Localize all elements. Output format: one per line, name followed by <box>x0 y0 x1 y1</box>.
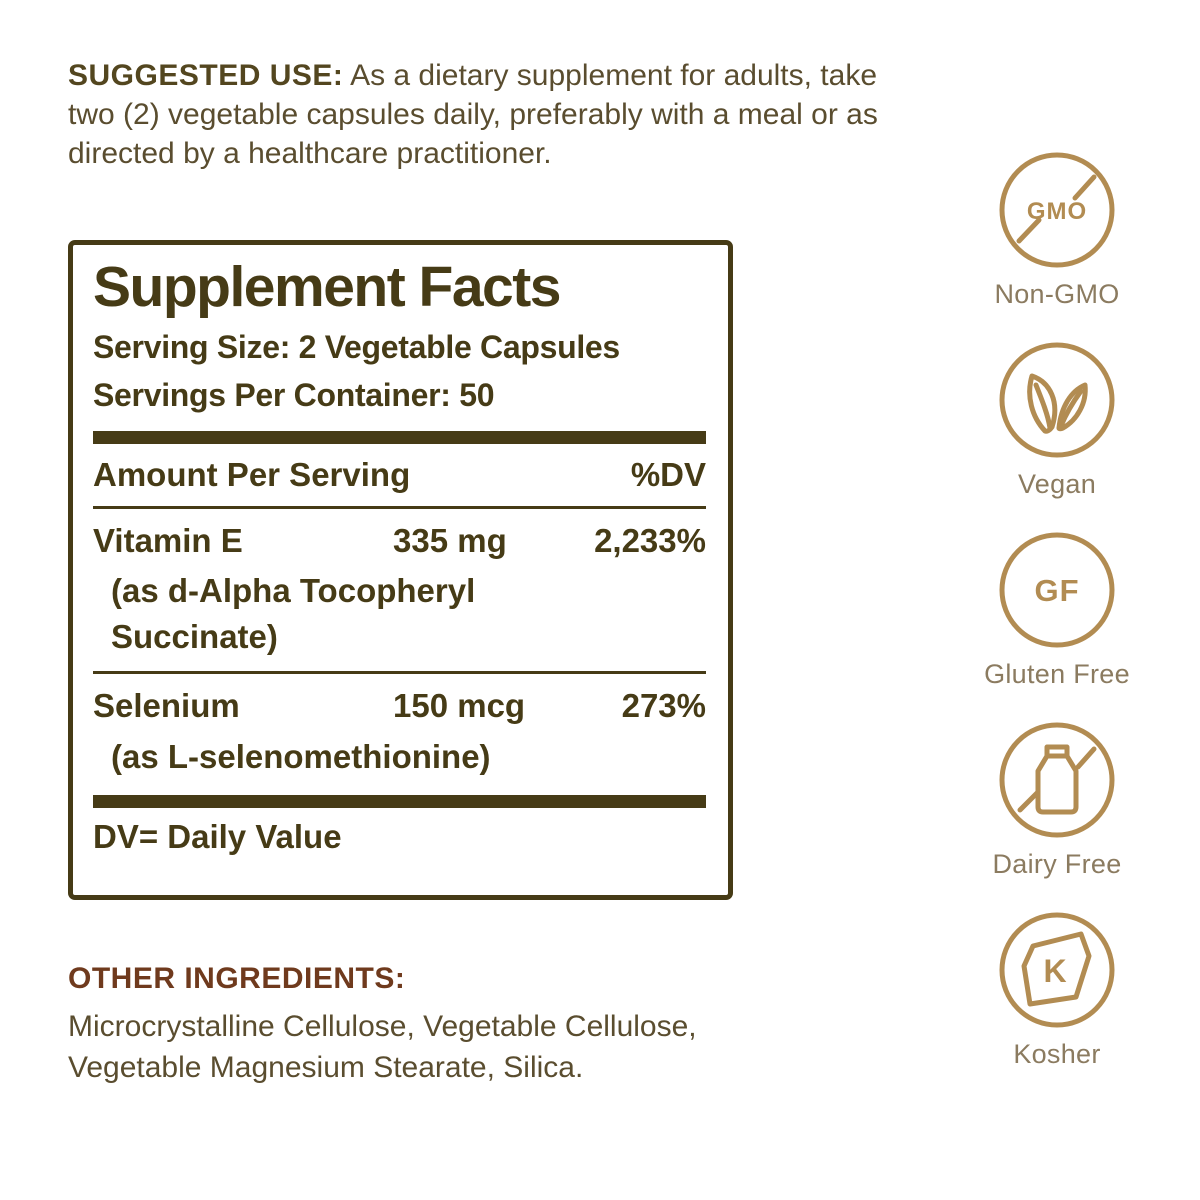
svg-text:K: K <box>1043 953 1066 989</box>
nutrient-amount: 335 mg <box>393 521 507 559</box>
suggested-use-label: SUGGESTED USE: <box>68 59 344 92</box>
nutrient-detail: (as L-selenomethionine) <box>111 737 491 775</box>
percent-dv-label: %DV <box>630 455 706 493</box>
badge-label-non-gmo: Non-GMO <box>994 279 1120 309</box>
badge-non-gmo: GMO Non-GMO <box>994 150 1119 310</box>
divider-thick <box>93 430 706 444</box>
nutrient-amount: 150 mcg <box>393 687 526 725</box>
servings-per-container: Servings Per Container: 50 <box>93 376 495 413</box>
other-ingredients-section: OTHER INGREDIENTS: Microcrystalline Cell… <box>68 962 808 1088</box>
serving-size: Serving Size: 2 Vegetable Capsules <box>93 328 620 365</box>
badge-kosher: K Kosher <box>997 910 1117 1070</box>
nutrient-dv: 2,233% <box>594 521 706 559</box>
amount-per-serving-label: Amount Per Serving <box>93 455 411 493</box>
badge-dairy-free: Dairy Free <box>992 720 1121 880</box>
divider-thin <box>93 505 706 509</box>
svg-text:GMO: GMO <box>1027 198 1087 225</box>
supplement-facts-panel: Supplement Facts Serving Size: 2 Vegetab… <box>68 240 733 900</box>
supplement-facts-title: Supplement Facts <box>93 255 561 319</box>
badge-label-gluten-free: Gluten Free <box>984 659 1130 689</box>
gluten-free-icon: GF <box>999 532 1115 648</box>
badge-gluten-free: GF Gluten Free <box>984 530 1130 690</box>
badge-label-kosher: Kosher <box>1013 1039 1101 1069</box>
kosher-icon: K <box>999 912 1115 1028</box>
badge-vegan: Vegan <box>997 340 1117 500</box>
other-ingredients-label: OTHER INGREDIENTS: <box>68 962 406 995</box>
leaf-icon <box>999 342 1115 458</box>
nutrient-row-vitamin-e: Vitamin E 335 mg 2,233% (as d-Alpha Toco… <box>93 521 706 660</box>
suggested-use-paragraph: SUGGESTED USE: As a dietary supplement f… <box>68 56 913 173</box>
badge-label-dairy-free: Dairy Free <box>992 849 1122 879</box>
daily-value-footnote: DV= Daily Value <box>93 818 342 856</box>
gmo-crossed-icon: GMO <box>999 152 1115 268</box>
nutrient-name: Selenium <box>93 687 240 725</box>
nutrient-dv: 273% <box>621 687 706 725</box>
suggested-use-section: SUGGESTED USE: As a dietary supplement f… <box>68 56 913 173</box>
certification-badges: GMO Non-GMO Vegan GF Gluten Free <box>952 150 1162 1100</box>
amount-per-serving-header: Amount Per Serving %DV <box>93 456 706 494</box>
other-ingredients-text: Microcrystalline Cellulose, Vegetable Ce… <box>68 1010 697 1084</box>
divider-thin <box>93 671 706 675</box>
divider-thick <box>93 795 706 809</box>
svg-text:GF: GF <box>1034 573 1079 608</box>
milk-bottle-crossed-icon <box>999 722 1115 838</box>
suggested-use-text: As a dietary supplement for adults, take… <box>68 59 878 170</box>
nutrient-detail: (as d-Alpha Tocopheryl Succinate) <box>111 572 476 655</box>
badge-label-vegan: Vegan <box>1017 469 1097 499</box>
nutrient-row-selenium: Selenium 150 mcg 273% (as L-selenomethio… <box>93 686 706 779</box>
nutrient-name: Vitamin E <box>93 521 243 559</box>
